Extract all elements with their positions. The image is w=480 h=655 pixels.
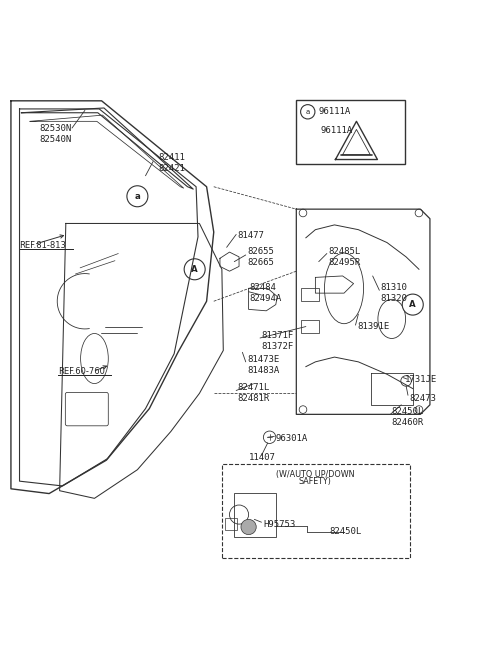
Text: a: a: [306, 109, 310, 115]
Bar: [225, 518, 237, 531]
Text: 81371F
81372F: 81371F 81372F: [262, 331, 294, 351]
Text: 82450L
82460R: 82450L 82460R: [392, 407, 424, 427]
Circle shape: [415, 209, 423, 217]
Text: 82473: 82473: [409, 394, 436, 403]
Circle shape: [241, 519, 256, 534]
Text: REF.81-813: REF.81-813: [20, 241, 66, 250]
Text: 1731JE: 1731JE: [405, 375, 437, 384]
Text: 81310
81320: 81310 81320: [381, 283, 408, 303]
Bar: [301, 320, 319, 333]
Text: (W/AUTO UP/DOWN: (W/AUTO UP/DOWN: [276, 470, 355, 479]
Circle shape: [415, 405, 423, 413]
Text: 82411
82421: 82411 82421: [159, 153, 186, 173]
Bar: [296, 100, 405, 164]
Text: H95753: H95753: [263, 519, 295, 529]
Text: 96111A: 96111A: [320, 126, 352, 136]
Bar: [222, 464, 410, 557]
Text: A: A: [192, 265, 198, 274]
Circle shape: [300, 105, 315, 119]
Bar: [234, 493, 276, 536]
Circle shape: [184, 259, 205, 280]
Text: 82471L
82481R: 82471L 82481R: [238, 383, 270, 403]
Text: 82655
82665: 82655 82665: [247, 247, 274, 267]
Text: SAFETY): SAFETY): [299, 477, 332, 485]
Text: a: a: [134, 192, 140, 201]
Text: 96111A: 96111A: [319, 107, 351, 117]
Text: 82450L: 82450L: [330, 527, 362, 536]
Text: 81477: 81477: [238, 231, 264, 240]
Text: REF.60-760: REF.60-760: [58, 367, 105, 376]
Text: 81391E: 81391E: [357, 322, 389, 331]
Text: 82484
82494A: 82484 82494A: [250, 283, 282, 303]
Text: 96301A: 96301A: [276, 434, 308, 443]
Circle shape: [127, 186, 148, 207]
Circle shape: [299, 209, 307, 217]
Text: 81473E
81483A: 81473E 81483A: [247, 354, 279, 375]
Circle shape: [299, 405, 307, 413]
Bar: [301, 288, 319, 301]
Text: A: A: [409, 300, 416, 309]
Circle shape: [402, 294, 423, 315]
Text: 11407: 11407: [249, 453, 276, 462]
Text: 82530N
82540N: 82530N 82540N: [39, 124, 72, 144]
Text: 82485L
82495R: 82485L 82495R: [328, 247, 360, 267]
